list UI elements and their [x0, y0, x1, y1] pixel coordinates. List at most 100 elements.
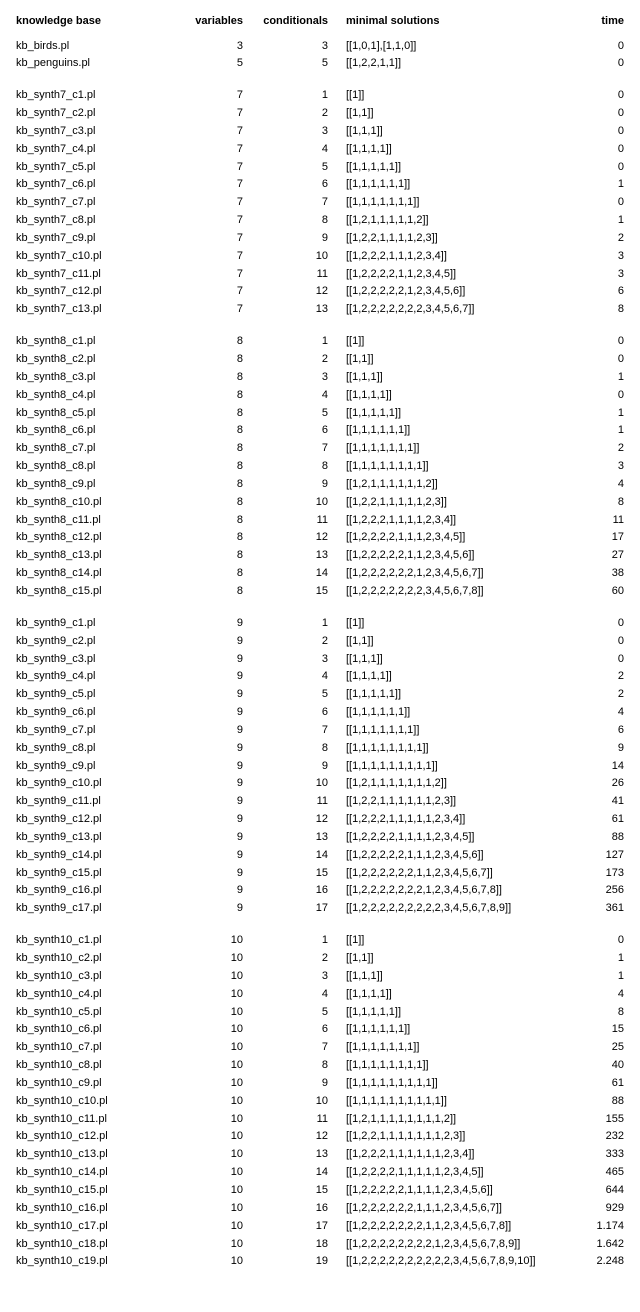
cell-variables: 8 — [172, 475, 247, 493]
cell-conditionals: 9 — [247, 1074, 332, 1092]
cell-solutions: [[1,2,2,2,1,1,1,1,1,1,2,3,4]] — [332, 1146, 573, 1164]
table-row: kb_synth10_c14.pl1014[[1,2,2,2,2,1,1,1,1… — [12, 1164, 628, 1182]
cell-time: 644 — [573, 1181, 628, 1199]
cell-solutions: [[1,1]] — [332, 950, 573, 968]
cell-solutions: [[1]] — [332, 932, 573, 950]
cell-time: 0 — [573, 351, 628, 369]
cell-conditionals: 9 — [247, 757, 332, 775]
table-row: kb_synth8_c13.pl813[[1,2,2,2,2,2,1,1,2,3… — [12, 547, 628, 565]
cell-time: 127 — [573, 846, 628, 864]
cell-kb: kb_synth7_c6.pl — [12, 176, 172, 194]
cell-solutions: [[1]] — [332, 333, 573, 351]
cell-time: 0 — [573, 650, 628, 668]
cell-conditionals: 11 — [247, 793, 332, 811]
cell-kb: kb_synth7_c5.pl — [12, 158, 172, 176]
cell-solutions: [[1,2,2,2,2,1,1,1,1,1,2,3,4,5]] — [332, 1164, 573, 1182]
cell-variables: 10 — [172, 1199, 247, 1217]
cell-solutions: [[1,1,1,1]] — [332, 386, 573, 404]
cell-solutions: [[1,1]] — [332, 632, 573, 650]
table-row: kb_synth7_c4.pl74[[1,1,1,1]]0 — [12, 140, 628, 158]
cell-conditionals: 10 — [247, 493, 332, 511]
cell-conditionals: 13 — [247, 1146, 332, 1164]
cell-solutions: [[1,1]] — [332, 351, 573, 369]
cell-conditionals: 16 — [247, 1199, 332, 1217]
cell-conditionals: 5 — [247, 55, 332, 73]
cell-kb: kb_synth7_c9.pl — [12, 229, 172, 247]
cell-conditionals: 10 — [247, 775, 332, 793]
cell-conditionals: 3 — [247, 122, 332, 140]
cell-time: 0 — [573, 932, 628, 950]
cell-variables: 8 — [172, 582, 247, 600]
cell-conditionals: 2 — [247, 351, 332, 369]
cell-variables: 10 — [172, 950, 247, 968]
cell-kb: kb_synth10_c15.pl — [12, 1181, 172, 1199]
results-table: knowledge base variables conditionals mi… — [12, 12, 628, 1271]
cell-time: 1 — [573, 404, 628, 422]
cell-time: 6 — [573, 283, 628, 301]
cell-variables: 9 — [172, 721, 247, 739]
table-row: kb_synth10_c8.pl108[[1,1,1,1,1,1,1,1]]40 — [12, 1057, 628, 1075]
cell-time: 17 — [573, 529, 628, 547]
cell-kb: kb_synth8_c2.pl — [12, 351, 172, 369]
cell-time: 1 — [573, 176, 628, 194]
cell-conditionals: 17 — [247, 900, 332, 918]
cell-kb: kb_synth8_c12.pl — [12, 529, 172, 547]
cell-kb: kb_synth7_c2.pl — [12, 105, 172, 123]
cell-variables: 10 — [172, 985, 247, 1003]
table-row: kb_synth9_c17.pl917[[1,2,2,2,2,2,2,2,2,2… — [12, 900, 628, 918]
cell-kb: kb_synth10_c1.pl — [12, 932, 172, 950]
cell-kb: kb_synth8_c9.pl — [12, 475, 172, 493]
cell-time: 256 — [573, 882, 628, 900]
cell-solutions: [[1,1,1]] — [332, 368, 573, 386]
cell-conditionals: 7 — [247, 1039, 332, 1057]
cell-variables: 7 — [172, 301, 247, 319]
cell-solutions: [[1,2,2,1,1]] — [332, 55, 573, 73]
cell-kb: kb_synth10_c2.pl — [12, 950, 172, 968]
cell-time: 8 — [573, 301, 628, 319]
cell-conditionals: 2 — [247, 950, 332, 968]
cell-kb: kb_synth9_c11.pl — [12, 793, 172, 811]
cell-conditionals: 14 — [247, 846, 332, 864]
cell-time: 4 — [573, 475, 628, 493]
cell-solutions: [[1,1,1]] — [332, 122, 573, 140]
cell-solutions: [[1,2,2,1,1,1,1,2,3]] — [332, 229, 573, 247]
cell-variables: 10 — [172, 1217, 247, 1235]
cell-conditionals: 6 — [247, 1021, 332, 1039]
table-row: kb_synth8_c15.pl815[[1,2,2,2,2,2,2,2,3,4… — [12, 582, 628, 600]
cell-conditionals: 3 — [247, 368, 332, 386]
cell-kb: kb_synth9_c12.pl — [12, 811, 172, 829]
cell-time: 2.248 — [573, 1253, 628, 1271]
cell-conditionals: 15 — [247, 1181, 332, 1199]
cell-variables: 8 — [172, 547, 247, 565]
cell-time: 88 — [573, 1092, 628, 1110]
header-row: knowledge base variables conditionals mi… — [12, 12, 628, 37]
cell-kb: kb_synth9_c10.pl — [12, 775, 172, 793]
cell-conditionals: 8 — [247, 739, 332, 757]
cell-conditionals: 5 — [247, 686, 332, 704]
cell-time: 0 — [573, 122, 628, 140]
cell-variables: 10 — [172, 1057, 247, 1075]
table-row: kb_synth9_c6.pl96[[1,1,1,1,1,1]]4 — [12, 704, 628, 722]
cell-variables: 10 — [172, 1181, 247, 1199]
cell-time: 0 — [573, 140, 628, 158]
cell-conditionals: 9 — [247, 229, 332, 247]
table-row: kb_synth9_c14.pl914[[1,2,2,2,2,2,1,1,1,2… — [12, 846, 628, 864]
cell-kb: kb_synth8_c5.pl — [12, 404, 172, 422]
cell-solutions: [[1,1,1,1,1,1,1,1]] — [332, 1057, 573, 1075]
table-row: kb_synth8_c6.pl86[[1,1,1,1,1,1]]1 — [12, 422, 628, 440]
cell-conditionals: 4 — [247, 668, 332, 686]
table-row: kb_synth7_c1.pl71[[1]]0 — [12, 87, 628, 105]
cell-conditionals: 3 — [247, 967, 332, 985]
cell-conditionals: 4 — [247, 140, 332, 158]
cell-solutions: [[1,1,1,1]] — [332, 140, 573, 158]
cell-time: 0 — [573, 87, 628, 105]
group-spacer — [12, 73, 628, 87]
cell-conditionals: 7 — [247, 440, 332, 458]
cell-time: 1 — [573, 212, 628, 230]
cell-time: 0 — [573, 55, 628, 73]
cell-solutions: [[1,1,1,1,1,1]] — [332, 1021, 573, 1039]
cell-variables: 3 — [172, 37, 247, 55]
cell-time: 6 — [573, 721, 628, 739]
cell-variables: 9 — [172, 775, 247, 793]
cell-solutions: [[1,2,2,1,1,1,1,1,2,3]] — [332, 493, 573, 511]
